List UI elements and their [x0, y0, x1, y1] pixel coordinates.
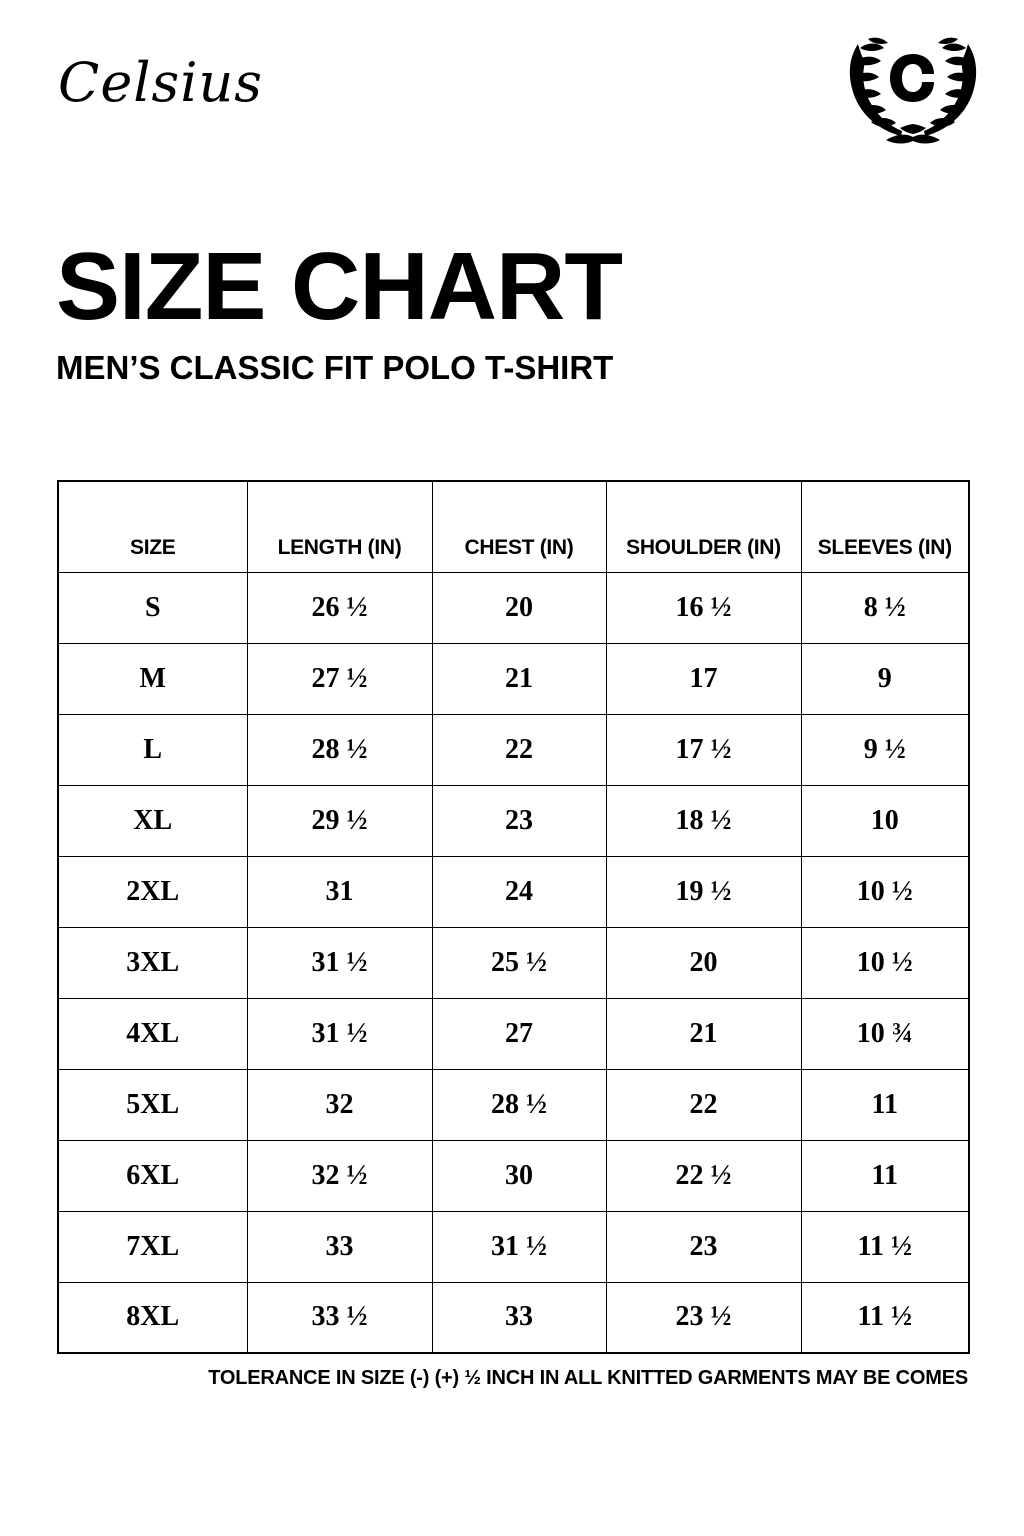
brand-wordmark: Celsius	[58, 51, 264, 114]
cell-shoulder: 16 ½	[605, 571, 802, 644]
cell-chest: 31 ½	[431, 1210, 607, 1283]
cell-sleeves: 10 ¾	[800, 997, 970, 1070]
table-row: 8XL 33 ½ 33 23 ½ 11 ½	[57, 1281, 970, 1354]
page-title: SIZE CHART	[56, 233, 623, 340]
cell-sleeves: 10	[800, 784, 970, 857]
cell-sleeves: 11	[800, 1139, 970, 1212]
laurel-wreath-c-monogram-icon	[838, 24, 988, 156]
cell-size: M	[57, 642, 248, 715]
cell-chest: 30	[431, 1139, 607, 1212]
table-row: 3XL 31 ½ 25 ½ 20 10 ½	[57, 926, 970, 999]
size-chart-table-container: SIZE LENGTH (IN) CHEST (IN) SHOULDER (IN…	[57, 480, 970, 1354]
cell-sleeves: 11 ½	[800, 1281, 970, 1354]
table-row: 7XL 33 31 ½ 23 11 ½	[57, 1210, 970, 1283]
cell-size: 3XL	[57, 926, 248, 999]
cell-shoulder: 17 ½	[605, 713, 802, 786]
cell-size: S	[57, 571, 248, 644]
cell-length: 28 ½	[246, 713, 433, 786]
column-header-chest: CHEST (IN)	[431, 480, 607, 573]
cell-length: 33	[246, 1210, 433, 1283]
cell-shoulder: 23 ½	[605, 1281, 802, 1354]
cell-length: 31 ½	[246, 926, 433, 999]
cell-sleeves: 9	[800, 642, 970, 715]
cell-shoulder: 20	[605, 926, 802, 999]
cell-sleeves: 11	[800, 1068, 970, 1141]
table-row: 4XL 31 ½ 27 21 10 ¾	[57, 997, 970, 1070]
table-row: XL 29 ½ 23 18 ½ 10	[57, 784, 970, 857]
brand-header: Celsius	[0, 0, 1024, 190]
cell-size: 6XL	[57, 1139, 248, 1212]
cell-size: 4XL	[57, 997, 248, 1070]
cell-shoulder: 19 ½	[605, 855, 802, 928]
cell-chest: 24	[431, 855, 607, 928]
cell-length: 27 ½	[246, 642, 433, 715]
table-row: M 27 ½ 21 17 9	[57, 642, 970, 715]
cell-shoulder: 22 ½	[605, 1139, 802, 1212]
column-header-length: LENGTH (IN)	[246, 480, 433, 573]
cell-length: 26 ½	[246, 571, 433, 644]
cell-shoulder: 17	[605, 642, 802, 715]
table-row: 2XL 31 24 19 ½ 10 ½	[57, 855, 970, 928]
cell-sleeves: 10 ½	[800, 926, 970, 999]
cell-sleeves: 8 ½	[800, 571, 970, 644]
page-subtitle: MEN’S CLASSIC FIT POLO T-SHIRT	[56, 348, 614, 386]
table-row: 5XL 32 28 ½ 22 11	[57, 1068, 970, 1141]
cell-size: 7XL	[57, 1210, 248, 1283]
cell-size: 2XL	[57, 855, 248, 928]
cell-chest: 25 ½	[431, 926, 607, 999]
cell-size: 5XL	[57, 1068, 248, 1141]
table-row: S 26 ½ 20 16 ½ 8 ½	[57, 571, 970, 644]
cell-shoulder: 23	[605, 1210, 802, 1283]
table-row: 6XL 32 ½ 30 22 ½ 11	[57, 1139, 970, 1212]
column-header-shoulder: SHOULDER (IN)	[605, 480, 802, 573]
cell-length: 31 ½	[246, 997, 433, 1070]
cell-chest: 33	[431, 1281, 607, 1354]
cell-chest: 23	[431, 784, 607, 857]
cell-sleeves: 11 ½	[800, 1210, 970, 1283]
cell-shoulder: 18 ½	[605, 784, 802, 857]
cell-chest: 20	[431, 571, 607, 644]
cell-size: L	[57, 713, 248, 786]
cell-length: 32	[246, 1068, 433, 1141]
cell-length: 32 ½	[246, 1139, 433, 1212]
cell-shoulder: 21	[605, 997, 802, 1070]
table-body: S 26 ½ 20 16 ½ 8 ½ M 27 ½ 21 17 9 L 28 ½…	[57, 571, 970, 1354]
cell-length: 33 ½	[246, 1281, 433, 1354]
cell-length: 29 ½	[246, 784, 433, 857]
cell-chest: 22	[431, 713, 607, 786]
cell-chest: 27	[431, 997, 607, 1070]
table-header-row: SIZE LENGTH (IN) CHEST (IN) SHOULDER (IN…	[57, 480, 970, 573]
column-header-sleeves: SLEEVES (IN)	[800, 480, 970, 573]
cell-sleeves: 10 ½	[800, 855, 970, 928]
cell-length: 31	[246, 855, 433, 928]
cell-shoulder: 22	[605, 1068, 802, 1141]
cell-size: XL	[57, 784, 248, 857]
table-row: L 28 ½ 22 17 ½ 9 ½	[57, 713, 970, 786]
tolerance-note: TOLERANCE IN SIZE (-) (+) ½ INCH IN ALL …	[208, 1367, 968, 1389]
title-block: SIZE CHART MEN’S CLASSIC FIT POLO T-SHIR…	[56, 238, 956, 386]
cell-chest: 28 ½	[431, 1068, 607, 1141]
cell-sleeves: 9 ½	[800, 713, 970, 786]
cell-chest: 21	[431, 642, 607, 715]
table-header: SIZE LENGTH (IN) CHEST (IN) SHOULDER (IN…	[57, 480, 970, 573]
size-chart-table: SIZE LENGTH (IN) CHEST (IN) SHOULDER (IN…	[57, 480, 970, 1354]
cell-size: 8XL	[57, 1281, 248, 1354]
column-header-size: SIZE	[57, 480, 248, 573]
